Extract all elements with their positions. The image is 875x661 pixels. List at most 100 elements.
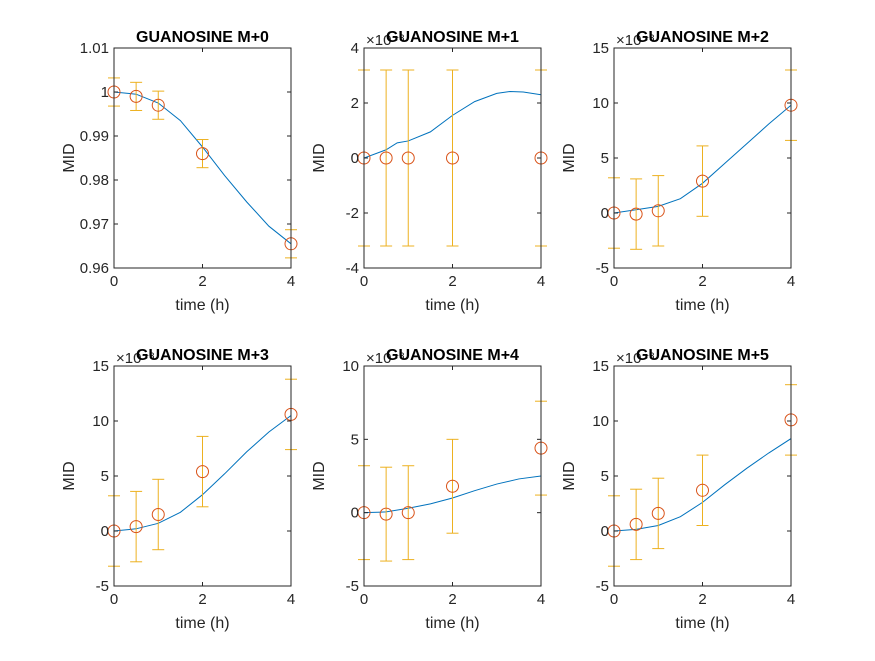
data-point-3 [651,506,665,520]
y-tick-label: -5 [596,260,609,277]
x-tick-label: 4 [287,273,295,290]
x-axis-label: time (h) [675,297,729,314]
y-tick-label: -2 [346,205,359,222]
y-axis-label: MID [561,143,578,172]
y-tick-label: -5 [346,578,359,595]
x-axis-label: time (h) [425,615,479,632]
data-point-2 [379,507,393,521]
data-point-3 [151,98,165,112]
x-tick-label: 2 [698,273,706,290]
x-tick-label: 4 [787,591,795,608]
errorbar-4 [446,69,459,247]
data-point-4 [446,479,459,493]
y-axis-label: MID [61,461,78,490]
x-tick-label: 4 [287,591,295,608]
data-point-2 [629,207,643,221]
y-axis-label: MID [61,143,78,172]
y-tick-label: 15 [92,358,109,375]
y-exponent-label: ×10⁻³ [116,350,154,367]
y-tick-label: 0.99 [80,128,109,145]
subplot-1: 0 2 4 0.96 0.97 0.98 0.99 1 1.01 GUANOSINE M+0 tim… [61,29,298,314]
x-tick-label: 2 [448,273,456,290]
subplot-title: GUANOSINE M+3 [136,347,269,364]
x-tick-label: 2 [698,591,706,608]
y-tick-label: 5 [351,431,359,448]
data-point-3 [401,506,415,520]
data-point-3 [651,204,665,218]
data-point-3 [151,508,165,521]
errorbar-2 [380,466,393,562]
errorbar-2 [630,488,643,561]
y-tick-label: -4 [346,260,359,277]
data-point-2 [629,517,643,531]
y-axis-label: MID [311,461,328,490]
x-axis-label: time (h) [175,297,229,314]
y-tick-label: 4 [351,40,359,57]
y-axis-label: MID [311,143,328,172]
x-tick-label: 2 [198,591,206,608]
x-tick-label: 0 [610,591,618,608]
errorbar-4 [696,454,709,526]
y-tick-label: -5 [96,578,109,595]
y-tick-label: 0 [601,205,609,222]
x-axis-label: time (h) [175,615,229,632]
y-tick-label: 2 [351,95,359,112]
x-tick-label: 0 [360,591,368,608]
y-exponent-label: ×10⁻³ [616,350,654,367]
y-tick-label: 10 [92,413,109,430]
y-axis-label: MID [561,461,578,490]
y-exponent-label: ×10⁻³ [366,32,404,49]
y-tick-label: 1 [101,84,109,101]
data-point-2 [129,89,143,103]
errorbar-3 [652,175,665,247]
data-point-4 [696,483,709,497]
errorbar-3 [652,477,665,550]
x-tick-label: 0 [610,273,618,290]
y-exponent-label: ×10⁻³ [366,350,404,367]
subplot-title: GUANOSINE M+5 [636,347,769,364]
errorbar-4 [696,145,709,217]
y-tick-label: 0.98 [80,172,109,189]
errorbar-4 [196,435,209,508]
x-tick-label: 4 [787,273,795,290]
y-tick-label: 5 [601,468,609,485]
y-tick-label: 0.96 [80,260,109,277]
data-point-2 [379,151,393,165]
subplot-title: GUANOSINE M+1 [386,29,519,46]
errorbar-3 [152,478,165,551]
errorbar-3 [152,90,165,120]
y-exponent-label: ×10⁻³ [616,32,654,49]
data-point-3 [401,151,415,165]
errorbar-3 [402,69,415,247]
data-point-4 [696,174,709,188]
x-tick-label: 0 [360,273,368,290]
errorbar-2 [130,81,143,111]
errorbar-2 [380,69,393,247]
x-axis-label: time (h) [425,297,479,314]
x-tick-label: 4 [537,273,545,290]
subplot-title: GUANOSINE M+4 [386,347,519,364]
x-axis-label: time (h) [675,615,729,632]
x-tick-label: 0 [110,273,118,290]
y-tick-label: 0 [351,505,359,522]
y-tick-label: 10 [592,95,609,112]
y-tick-label: 0 [351,150,359,167]
y-tick-label: -5 [596,578,609,595]
y-tick-label: 5 [601,150,609,167]
subplot-title: GUANOSINE M+0 [136,29,269,46]
subplot-title: GUANOSINE M+2 [636,29,769,46]
errorbar-2 [130,490,143,563]
x-tick-label: 2 [198,273,206,290]
x-tick-label: 2 [448,591,456,608]
errorbar-2 [630,178,643,250]
errorbar-4 [196,139,209,169]
data-point-4 [446,151,459,165]
y-tick-label: 0 [101,523,109,540]
errorbar-3 [402,465,415,561]
